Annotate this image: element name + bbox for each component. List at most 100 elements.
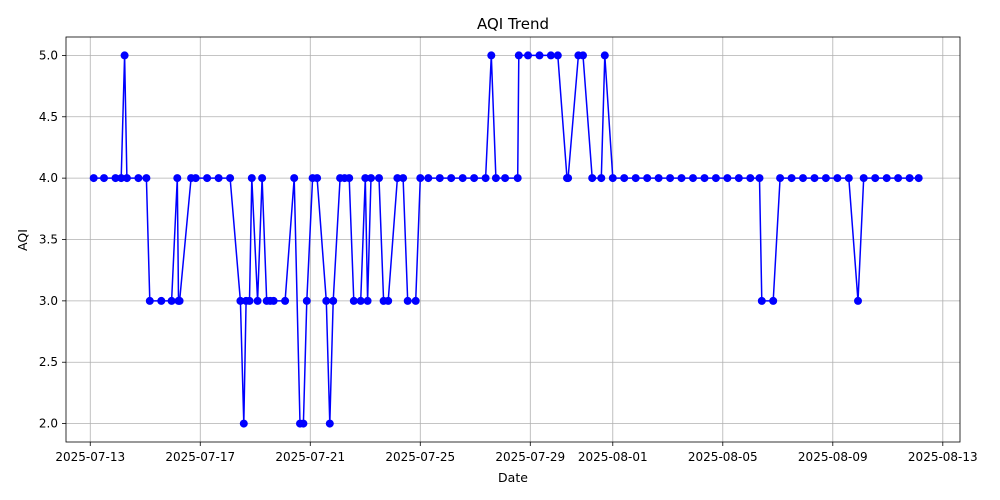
data-point bbox=[111, 174, 120, 183]
data-point bbox=[245, 296, 254, 305]
data-point bbox=[871, 174, 880, 183]
data-point bbox=[854, 296, 862, 305]
data-point bbox=[253, 296, 262, 305]
data-point bbox=[122, 174, 131, 183]
data-point bbox=[882, 174, 891, 183]
data-point bbox=[643, 174, 652, 183]
data-point bbox=[447, 174, 456, 183]
data-point bbox=[666, 174, 675, 183]
data-point bbox=[501, 174, 510, 183]
x-axis-label: Date bbox=[498, 470, 528, 485]
data-point bbox=[191, 174, 200, 183]
data-point bbox=[269, 296, 278, 305]
data-point bbox=[145, 296, 154, 305]
data-point bbox=[416, 174, 425, 183]
data-point bbox=[600, 51, 609, 60]
data-point bbox=[535, 51, 544, 60]
data-point bbox=[546, 51, 555, 60]
data-point bbox=[356, 296, 365, 305]
data-point bbox=[859, 174, 868, 183]
data-point bbox=[524, 51, 532, 60]
y-tick-label: 4.5 bbox=[39, 110, 58, 124]
data-point bbox=[597, 174, 606, 183]
x-tick-label: 2025-07-29 bbox=[495, 450, 565, 464]
data-point bbox=[403, 296, 412, 305]
data-point bbox=[513, 174, 522, 183]
data-point bbox=[746, 174, 755, 183]
series-layer bbox=[89, 51, 923, 428]
data-point bbox=[361, 174, 370, 183]
data-point bbox=[579, 51, 587, 60]
data-point bbox=[833, 174, 842, 183]
data-point bbox=[322, 296, 331, 305]
data-point bbox=[203, 174, 212, 183]
data-point bbox=[375, 174, 383, 183]
data-point bbox=[553, 51, 562, 60]
data-point bbox=[470, 174, 479, 183]
data-point bbox=[787, 174, 796, 183]
data-point bbox=[281, 296, 290, 305]
data-point bbox=[894, 174, 903, 183]
data-point bbox=[588, 174, 597, 183]
data-point bbox=[514, 51, 523, 60]
x-tick-label: 2025-08-09 bbox=[798, 450, 868, 464]
data-point bbox=[302, 296, 311, 305]
data-point bbox=[117, 174, 126, 183]
data-point bbox=[755, 174, 764, 183]
y-tick-label: 5.0 bbox=[39, 48, 58, 62]
data-point bbox=[325, 419, 334, 428]
data-point bbox=[689, 174, 697, 183]
data-point bbox=[757, 296, 766, 305]
data-point bbox=[290, 174, 299, 183]
data-point bbox=[100, 174, 108, 183]
data-point bbox=[491, 174, 500, 183]
data-point bbox=[134, 174, 143, 183]
data-point bbox=[157, 296, 166, 305]
data-point bbox=[299, 419, 308, 428]
data-point bbox=[424, 174, 433, 183]
data-point bbox=[393, 174, 402, 183]
data-point bbox=[411, 296, 420, 305]
data-point bbox=[120, 51, 129, 60]
data-point bbox=[723, 174, 732, 183]
data-point bbox=[821, 174, 830, 183]
data-point bbox=[654, 174, 663, 183]
data-point bbox=[247, 174, 256, 183]
data-point bbox=[173, 174, 182, 183]
data-point bbox=[458, 174, 467, 183]
data-point bbox=[776, 174, 785, 183]
data-point bbox=[89, 174, 98, 183]
data-point bbox=[810, 174, 819, 183]
data-point bbox=[799, 174, 807, 183]
data-point bbox=[700, 174, 709, 183]
data-point bbox=[329, 296, 338, 305]
chart-title: AQI Trend bbox=[477, 15, 549, 33]
data-point bbox=[239, 419, 248, 428]
data-point bbox=[435, 174, 444, 183]
x-tick-label: 2025-07-21 bbox=[275, 450, 345, 464]
data-point bbox=[734, 174, 743, 183]
ticks: 2025-07-13 2025-07-17 2025-07-21 2025-07-25… bbox=[39, 48, 978, 464]
data-point bbox=[226, 174, 235, 183]
data-point bbox=[399, 174, 408, 183]
y-tick-label: 2.0 bbox=[39, 417, 58, 431]
x-tick-label: 2025-08-13 bbox=[908, 450, 978, 464]
data-point bbox=[905, 174, 914, 183]
data-point bbox=[214, 174, 223, 183]
data-point bbox=[142, 174, 151, 183]
y-tick-label: 4.0 bbox=[39, 171, 58, 185]
data-point bbox=[711, 174, 720, 183]
data-point bbox=[175, 296, 184, 305]
data-point bbox=[914, 174, 923, 183]
y-tick-label: 3.5 bbox=[39, 233, 58, 247]
data-point bbox=[487, 51, 496, 60]
y-axis-label: AQI bbox=[15, 229, 30, 251]
x-tick-label: 2025-08-01 bbox=[578, 450, 648, 464]
data-point bbox=[167, 296, 176, 305]
data-point bbox=[367, 174, 375, 183]
data-point bbox=[844, 174, 853, 183]
data-point bbox=[769, 296, 778, 305]
x-tick-label: 2025-07-13 bbox=[55, 450, 125, 464]
